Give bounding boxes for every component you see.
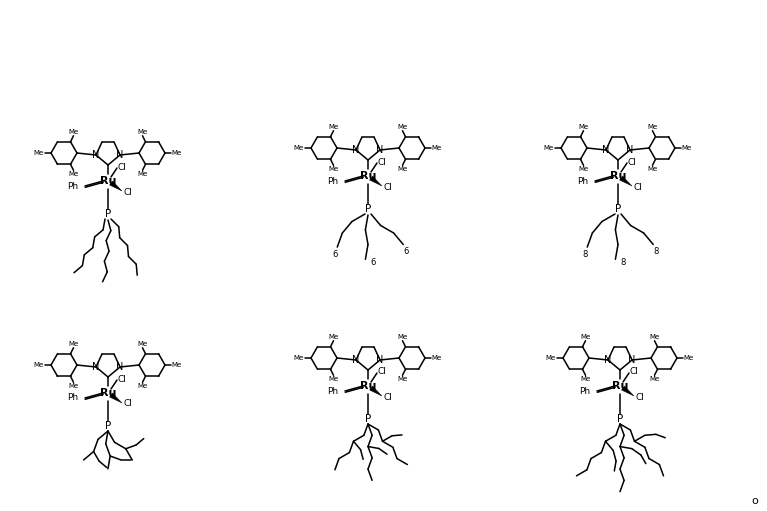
Polygon shape	[620, 176, 632, 186]
Text: 6: 6	[370, 258, 376, 267]
Text: Cl: Cl	[384, 182, 393, 192]
Text: Me: Me	[650, 376, 660, 382]
Text: Me: Me	[294, 145, 304, 151]
Text: Me: Me	[581, 376, 591, 382]
Text: N: N	[604, 355, 612, 365]
Text: Me: Me	[684, 355, 694, 361]
Text: Me: Me	[328, 334, 338, 340]
Text: Me: Me	[294, 355, 304, 361]
Text: Me: Me	[68, 129, 79, 135]
Text: Cl: Cl	[117, 162, 127, 172]
Text: N: N	[117, 150, 123, 160]
Text: N: N	[352, 355, 360, 365]
Text: P: P	[617, 414, 623, 424]
Text: Me: Me	[397, 124, 407, 130]
Text: N: N	[602, 145, 610, 155]
Text: Me: Me	[432, 355, 442, 361]
Text: Me: Me	[397, 166, 407, 172]
Text: Cl: Cl	[627, 157, 637, 167]
Text: N: N	[627, 145, 634, 155]
Text: Me: Me	[137, 129, 147, 135]
Text: Me: Me	[137, 171, 147, 177]
Text: Me: Me	[682, 145, 692, 151]
Text: Cl: Cl	[123, 188, 133, 197]
Text: Me: Me	[172, 362, 182, 368]
Text: Ru: Ru	[612, 381, 628, 391]
Text: P: P	[365, 414, 371, 424]
Text: Ru: Ru	[360, 171, 376, 181]
Text: 6: 6	[403, 247, 409, 256]
Text: 8: 8	[583, 249, 588, 259]
Text: Me: Me	[397, 334, 407, 340]
Text: Ru: Ru	[100, 176, 116, 186]
Text: N: N	[377, 145, 384, 155]
Text: Me: Me	[432, 145, 442, 151]
Text: N: N	[628, 355, 636, 365]
Text: Ph: Ph	[67, 181, 78, 191]
Polygon shape	[621, 386, 634, 396]
Polygon shape	[370, 176, 382, 186]
Text: Ph: Ph	[67, 393, 78, 403]
Text: Ru: Ru	[610, 171, 626, 181]
Text: Ru: Ru	[360, 381, 376, 391]
Text: Me: Me	[137, 341, 147, 347]
Text: Me: Me	[647, 124, 657, 130]
Text: Me: Me	[578, 166, 588, 172]
Text: P: P	[105, 209, 111, 219]
Text: Me: Me	[328, 166, 338, 172]
Text: Me: Me	[647, 166, 657, 172]
Text: N: N	[117, 362, 123, 372]
Text: Cl: Cl	[384, 392, 393, 402]
Text: Me: Me	[397, 376, 407, 382]
Text: Cl: Cl	[634, 182, 643, 192]
Text: N: N	[377, 355, 384, 365]
Text: Ph: Ph	[328, 386, 338, 396]
Text: Cl: Cl	[630, 367, 638, 377]
Text: Me: Me	[68, 341, 79, 347]
Text: Me: Me	[137, 383, 147, 389]
Text: Ph: Ph	[579, 386, 591, 396]
Text: 8: 8	[621, 258, 626, 267]
Text: Me: Me	[34, 362, 44, 368]
Text: Cl: Cl	[636, 392, 644, 402]
Text: Me: Me	[544, 145, 554, 151]
Text: Me: Me	[546, 355, 556, 361]
Text: Me: Me	[328, 124, 338, 130]
Polygon shape	[370, 386, 382, 396]
Text: N: N	[92, 362, 100, 372]
Text: Me: Me	[34, 150, 44, 156]
Text: Cl: Cl	[377, 367, 387, 377]
Text: 6: 6	[333, 249, 338, 259]
Text: o: o	[752, 496, 759, 506]
Text: 8: 8	[653, 247, 659, 256]
Text: Me: Me	[650, 334, 660, 340]
Text: Me: Me	[68, 383, 79, 389]
Text: Me: Me	[578, 124, 588, 130]
Text: Me: Me	[68, 171, 79, 177]
Text: Ph: Ph	[578, 176, 588, 185]
Text: Me: Me	[328, 376, 338, 382]
Text: Me: Me	[172, 150, 182, 156]
Text: Ru: Ru	[100, 388, 116, 398]
Polygon shape	[110, 181, 122, 191]
Text: Ph: Ph	[328, 176, 338, 185]
Text: P: P	[365, 204, 371, 214]
Text: Me: Me	[581, 334, 591, 340]
Text: P: P	[105, 421, 111, 431]
Text: Cl: Cl	[117, 375, 127, 383]
Text: Cl: Cl	[123, 400, 133, 408]
Text: N: N	[92, 150, 100, 160]
Text: Cl: Cl	[377, 157, 387, 167]
Polygon shape	[110, 393, 122, 403]
Text: N: N	[352, 145, 360, 155]
Text: P: P	[615, 204, 621, 214]
